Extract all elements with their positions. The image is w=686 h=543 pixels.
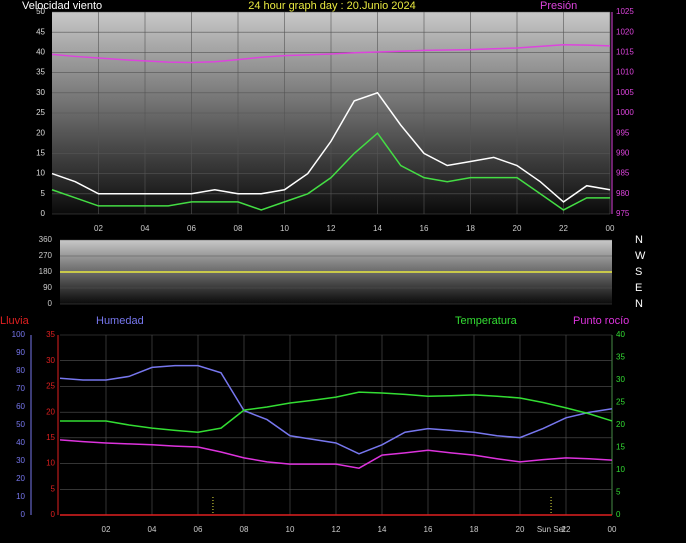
legend-label: Punto rocío <box>573 315 629 327</box>
y2-tick-label: 10 <box>616 465 625 474</box>
y2-tick-label: N <box>635 298 643 310</box>
y-tick-label: 15 <box>36 149 45 158</box>
y-tick-label: 0 <box>41 209 46 218</box>
y-tick-label: 30 <box>46 356 55 365</box>
y-tick-label: 50 <box>36 7 45 16</box>
y2-tick-label: 35 <box>616 353 625 362</box>
y2-tick-label: 20 <box>616 420 625 429</box>
y2-tick-label: 975 <box>616 209 630 218</box>
x-tick-label: 10 <box>286 525 295 534</box>
y2-tick-label: W <box>635 250 646 262</box>
x-tick-label: 02 <box>94 224 103 233</box>
y2-tick-label: 995 <box>616 128 630 137</box>
x-tick-label: 22 <box>562 525 571 534</box>
x-tick-label: 20 <box>513 224 522 233</box>
y2-tick-label: 40 <box>616 330 625 339</box>
y-tick-label: 0 <box>51 510 56 519</box>
y-tick-label: 45 <box>36 27 45 36</box>
y3-tick-label: 50 <box>16 420 25 429</box>
series-line <box>59 364 613 455</box>
legend-label: Temperatura <box>455 315 518 327</box>
y3-tick-label: 60 <box>16 402 25 411</box>
y-tick-label: 20 <box>36 128 45 137</box>
y-tick-label: 10 <box>46 459 55 468</box>
y-tick-label: 0 <box>48 299 53 308</box>
x-tick-label: 00 <box>608 525 617 534</box>
x-tick-label: 12 <box>332 525 341 534</box>
y3-tick-label: 10 <box>16 492 25 501</box>
y3-tick-label: 70 <box>16 384 25 393</box>
y2-tick-label: 990 <box>616 149 630 158</box>
y2-tick-label: 1005 <box>616 88 634 97</box>
y3-tick-label: 90 <box>16 348 25 357</box>
legend-label: Velocidad viento <box>22 0 102 12</box>
x-tick-label: 06 <box>194 525 203 534</box>
series-line <box>51 91 611 203</box>
x-tick-label: 22 <box>559 224 568 233</box>
y2-tick-label: 980 <box>616 189 630 198</box>
y-tick-label: 35 <box>46 330 55 339</box>
x-tick-label: 04 <box>148 525 157 534</box>
y2-tick-label: 15 <box>616 443 625 452</box>
y3-tick-label: 100 <box>12 330 26 339</box>
x-tick-label: 10 <box>280 224 289 233</box>
y3-tick-label: 20 <box>16 474 25 483</box>
y2-tick-label: 5 <box>616 488 621 497</box>
x-tick-label: 14 <box>378 525 387 534</box>
x-tick-label: 16 <box>424 525 433 534</box>
y-tick-label: 20 <box>46 407 55 416</box>
series-line <box>51 43 611 64</box>
event-label: Sun Set <box>537 525 566 534</box>
y-tick-label: 10 <box>36 169 45 178</box>
y3-tick-label: 40 <box>16 438 25 447</box>
y2-tick-label: N <box>635 234 643 246</box>
legend-label: Humedad <box>96 315 144 327</box>
y3-tick-label: 0 <box>21 510 26 519</box>
y2-tick-label: 985 <box>616 169 630 178</box>
x-tick-label: 20 <box>516 525 525 534</box>
y-tick-label: 25 <box>46 382 55 391</box>
y2-tick-label: 25 <box>616 398 625 407</box>
y-tick-label: 40 <box>36 48 45 57</box>
y-tick-label: 30 <box>36 88 45 97</box>
y-tick-label: 35 <box>36 68 45 77</box>
chart-title: 24 hour graph day : 20.Junio 2024 <box>248 0 416 12</box>
x-tick-label: 04 <box>141 224 150 233</box>
x-tick-label: 16 <box>420 224 429 233</box>
x-tick-label: 18 <box>466 224 475 233</box>
y-tick-label: 25 <box>36 108 45 117</box>
series-line <box>60 391 613 433</box>
y2-tick-label: E <box>635 282 642 294</box>
y-tick-label: 5 <box>41 189 46 198</box>
y2-tick-label: S <box>635 266 642 278</box>
x-tick-label: 18 <box>470 525 479 534</box>
y2-tick-label: 1010 <box>616 68 634 77</box>
x-tick-label: 14 <box>373 224 382 233</box>
y3-tick-label: 30 <box>16 456 25 465</box>
y-tick-label: 270 <box>39 251 53 260</box>
x-tick-label: 06 <box>187 224 196 233</box>
y3-tick-label: 80 <box>16 366 25 375</box>
y2-tick-label: 1025 <box>616 7 634 16</box>
y-tick-label: 180 <box>39 267 53 276</box>
y-tick-label: 15 <box>46 433 55 442</box>
x-tick-label: 08 <box>234 224 243 233</box>
x-tick-label: 00 <box>606 224 615 233</box>
y2-tick-label: 30 <box>616 375 625 384</box>
y2-tick-label: 1020 <box>616 27 634 36</box>
y2-tick-label: 0 <box>616 510 621 519</box>
y2-tick-label: 1015 <box>616 48 634 57</box>
legend-label: Presión <box>540 0 577 12</box>
legend-label: Lluvia <box>0 315 30 327</box>
series-line <box>51 132 610 211</box>
y-tick-label: 5 <box>51 484 56 493</box>
y2-tick-label: 1000 <box>616 108 634 117</box>
x-tick-label: 08 <box>240 525 249 534</box>
y-tick-label: 360 <box>39 235 53 244</box>
x-tick-label: 12 <box>327 224 336 233</box>
series-line <box>59 439 613 469</box>
x-tick-label: 02 <box>102 525 111 534</box>
y-tick-label: 90 <box>43 283 52 292</box>
